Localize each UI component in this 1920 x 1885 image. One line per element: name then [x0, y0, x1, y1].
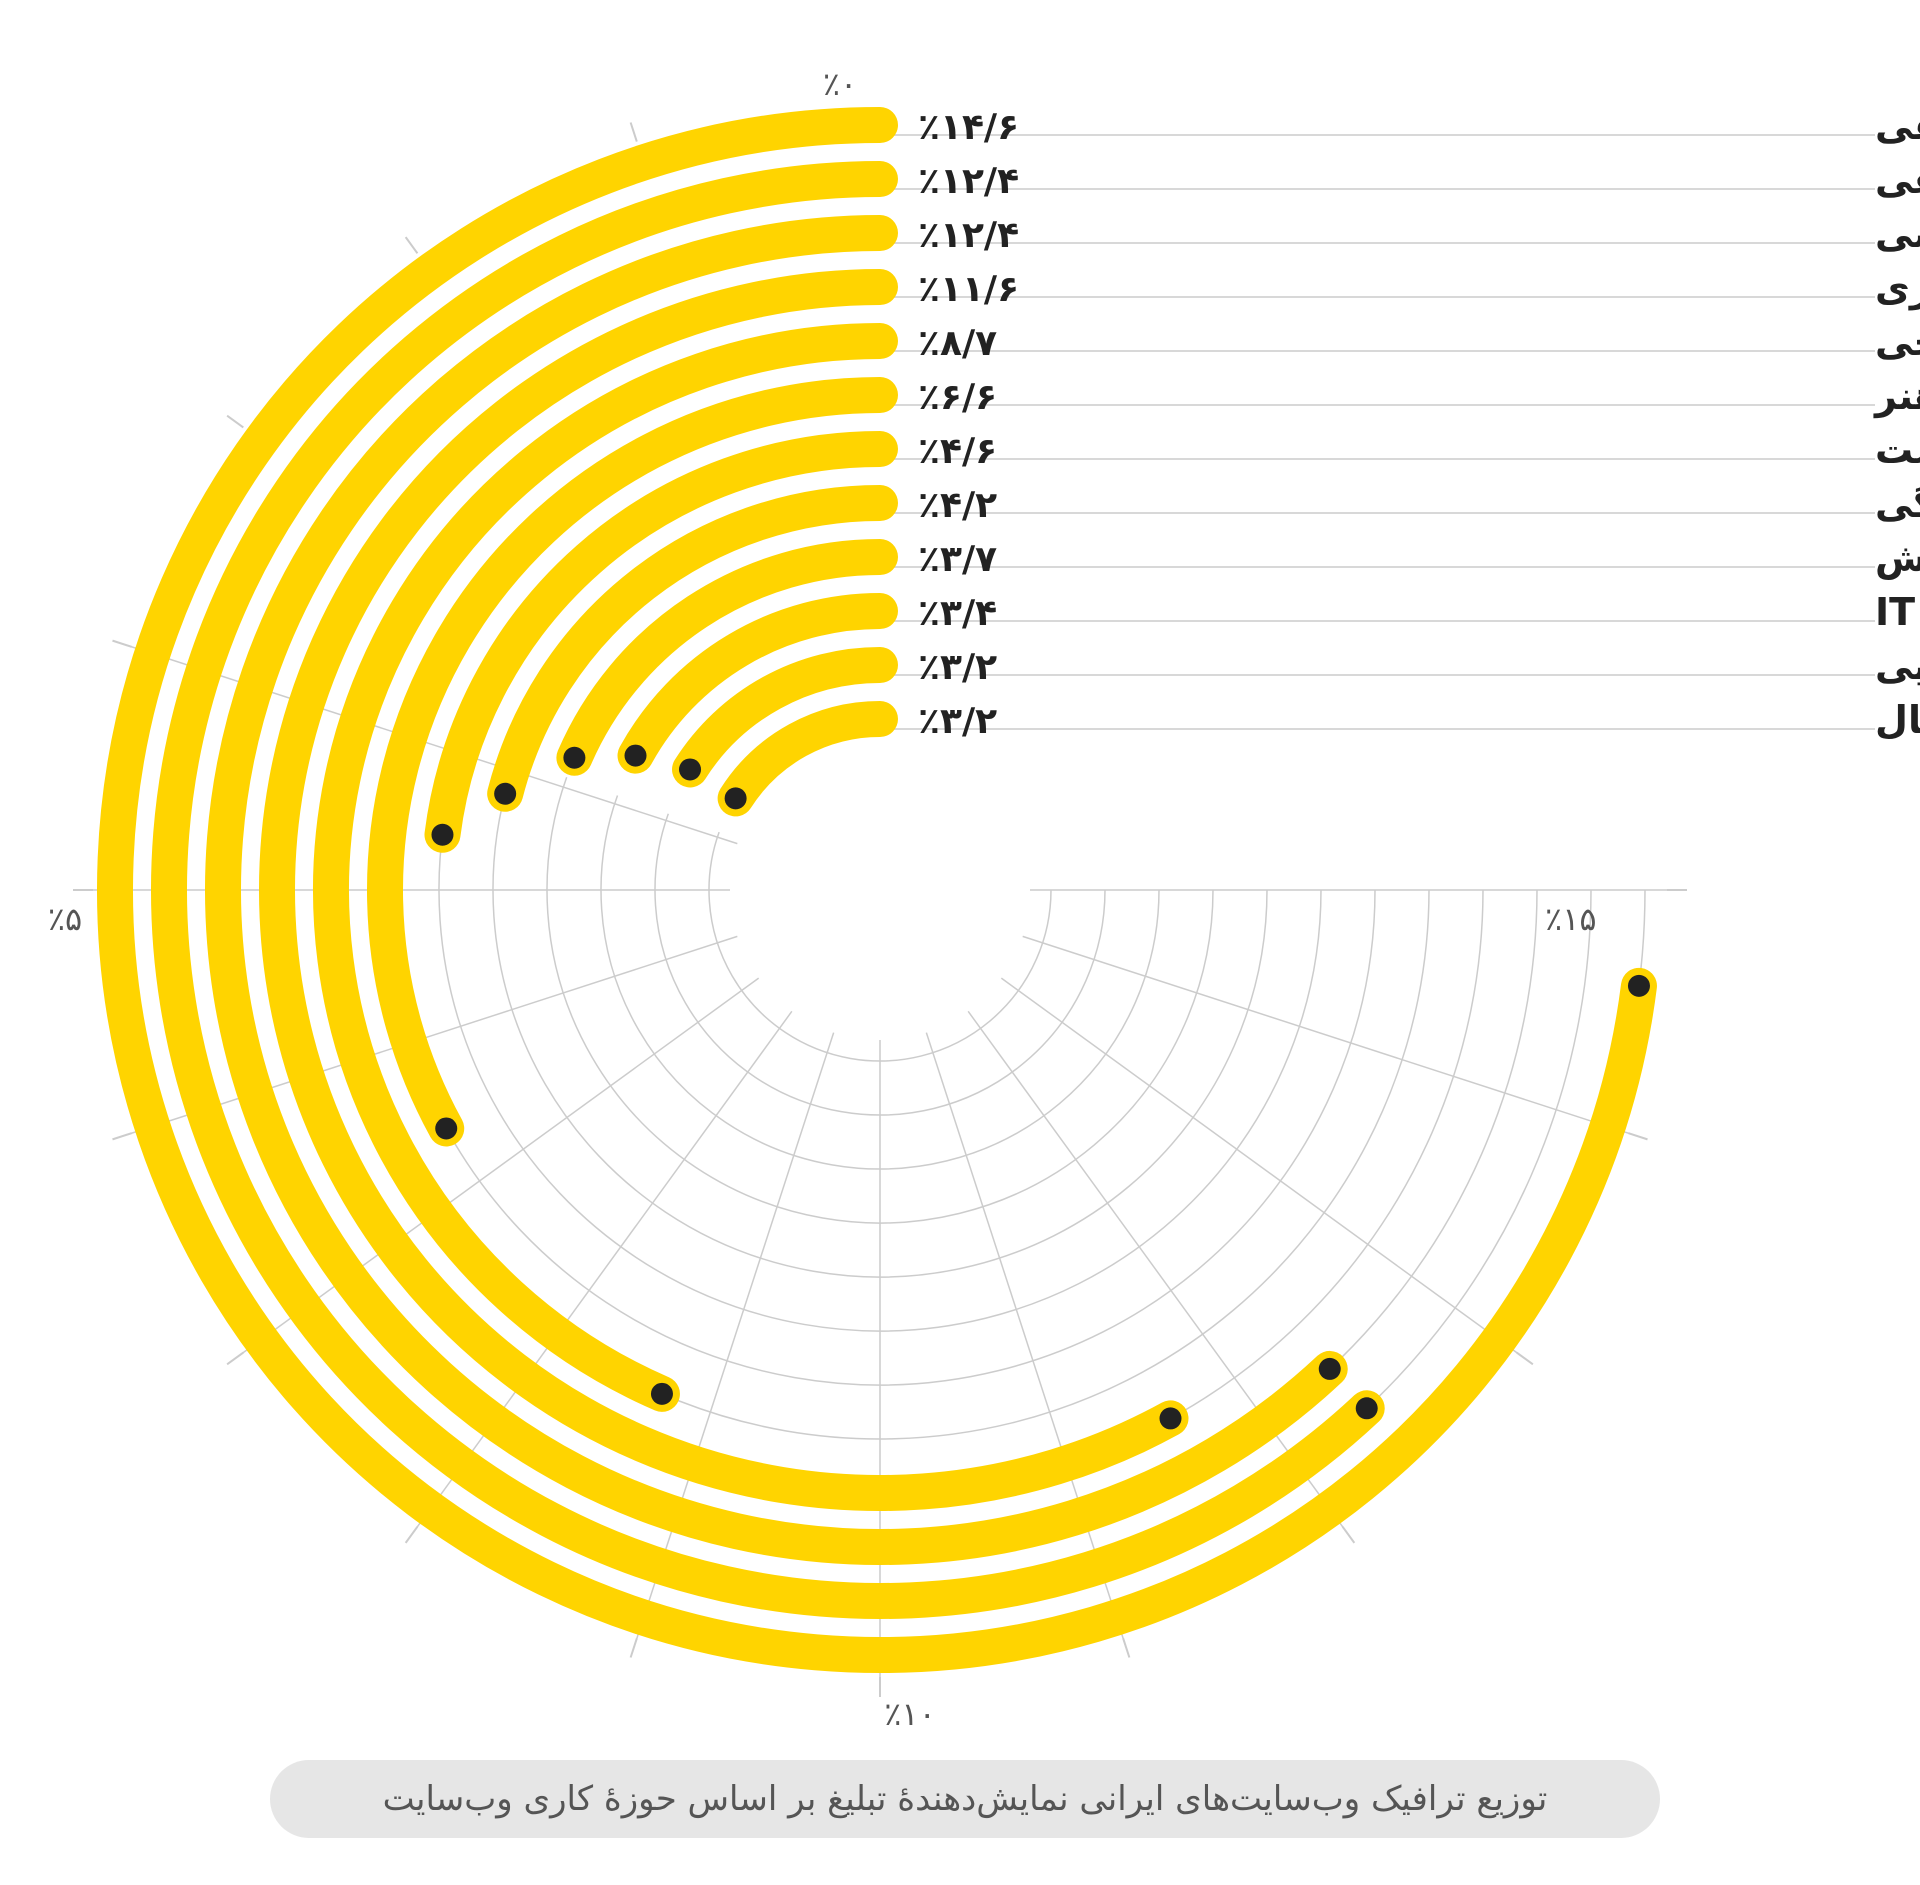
grid-tick	[404, 1526, 419, 1544]
grid-spoke	[123, 643, 738, 845]
grid-tick	[1628, 1132, 1648, 1141]
category-label: سبک زندگی	[1875, 482, 1920, 526]
axis-tick-label: ٪۰	[823, 65, 857, 103]
value-label: ٪۳/۲	[918, 647, 997, 688]
bar-arc	[487, 485, 898, 812]
category-label: آموزش	[1875, 534, 1920, 580]
axis-tick-label: ٪۱۵	[1545, 900, 1597, 938]
value-label: ٪۱۲/۴	[918, 161, 1019, 202]
grid-tick	[1341, 1526, 1356, 1544]
bar-arc	[556, 539, 898, 776]
grid-tick	[112, 639, 132, 648]
category-label: سینما، فیلم و سریال	[1875, 698, 1920, 743]
value-label: ٪۸/۷	[918, 323, 997, 364]
grid-tick	[1122, 1638, 1131, 1658]
value-label: ٪۳/۴	[918, 593, 997, 634]
grid-spoke	[1022, 935, 1637, 1137]
grid-ring	[438, 740, 1322, 1332]
bars	[97, 107, 1657, 1673]
axis-tick-label: ٪۵	[48, 900, 82, 938]
category-label: پوشاک، مد و زیبایی	[1875, 644, 1920, 689]
grid-spoke	[412, 1010, 793, 1534]
bar-end-dot	[650, 1382, 673, 1405]
value-label: ٪۴/۲	[918, 485, 997, 526]
value-label: ٪۴/۶	[918, 431, 997, 472]
bar-end-dot	[494, 782, 517, 805]
value-label: ٪۳/۷	[918, 539, 997, 580]
grid-tick	[629, 1638, 638, 1658]
bar-arc	[151, 161, 1385, 1619]
bar-end-dot	[563, 746, 586, 769]
caption: توزیع ترافیک وب‌سایت‌های ایرانی نمایش‌ده…	[270, 1760, 1660, 1838]
category-label: سرگرمی و تفریحی	[1875, 320, 1920, 365]
bar-arc	[717, 701, 898, 817]
category-label: پزشکی، سلامت	[1875, 428, 1920, 472]
grid-spoke	[1000, 977, 1524, 1358]
value-label: ٪۱۲/۴	[918, 215, 1019, 256]
bar-end-dot	[1159, 1407, 1182, 1430]
chart-title: توزیع ترافیک وب‌سایت‌های ایرانی نمایش‌ده…	[382, 1779, 1548, 1819]
category-label: سیاسی و اجتماعی	[1875, 158, 1920, 203]
grid-ring	[492, 758, 1268, 1278]
bar-arc	[97, 107, 1657, 1673]
grid-ring	[708, 831, 1052, 1062]
bar-end-dots	[431, 744, 1650, 1430]
bar-end-dot	[624, 744, 647, 767]
category-label: تکنولوژی، فناوری و IT	[1875, 590, 1920, 635]
grid-spoke	[633, 1032, 835, 1647]
bar-arc	[313, 323, 898, 1412]
grid-ring	[546, 776, 1214, 1224]
bar-end-dot	[435, 1117, 458, 1140]
bar-end-dot	[724, 787, 747, 810]
bar-arc	[672, 647, 898, 788]
category-label: فرهنگ و هنر	[1873, 374, 1920, 419]
label-guides	[880, 134, 1875, 730]
labels: ٪۱۴/۶ آهنگ و موسیقی ٪۱۲/۴ سیاسی و اجتماعی ٪۱…	[918, 102, 1920, 743]
value-label: ٪۱۱/۶	[918, 269, 1019, 310]
bar-arc	[259, 269, 1189, 1511]
bar-end-dot	[431, 823, 454, 846]
category-label: اقتصادی، مالی و سرمایه‌گذاری	[1875, 266, 1920, 311]
bar-arc	[424, 431, 898, 853]
axis-ticks: ٪۰ ٪۵ ٪۱۰ ٪۱۵	[48, 65, 1597, 1733]
grid-ring	[654, 813, 1106, 1116]
grid-spoke	[925, 1032, 1127, 1647]
grid-tick	[226, 1351, 244, 1366]
grid-tick	[404, 236, 419, 254]
grid-tick	[112, 1132, 132, 1141]
value-label: ٪۱۴/۶	[918, 107, 1019, 148]
grid-tick	[1516, 1351, 1534, 1366]
grid-spoke	[967, 1010, 1348, 1534]
grid-tick	[226, 414, 244, 429]
value-label: ٪۳/۲	[918, 701, 997, 742]
category-label: آهنگ و موسیقی	[1875, 102, 1920, 149]
bar-arc	[617, 593, 898, 774]
grid-spoke	[123, 935, 738, 1137]
bar-end-dot	[1627, 974, 1650, 997]
value-label: ٪۶/۶	[918, 377, 997, 418]
bar-end-dot	[1355, 1397, 1378, 1420]
axis-tick-label: ٪۱۰	[884, 1695, 936, 1733]
grid-spoke	[236, 977, 760, 1358]
bar-end-dot	[1318, 1357, 1341, 1380]
grid-tick	[629, 122, 638, 142]
bar-end-dot	[679, 758, 702, 781]
bar-arc	[367, 377, 898, 1147]
bar-arc	[205, 215, 1348, 1565]
category-label: ورزشی	[1875, 212, 1920, 257]
grid-ring	[600, 795, 1160, 1170]
